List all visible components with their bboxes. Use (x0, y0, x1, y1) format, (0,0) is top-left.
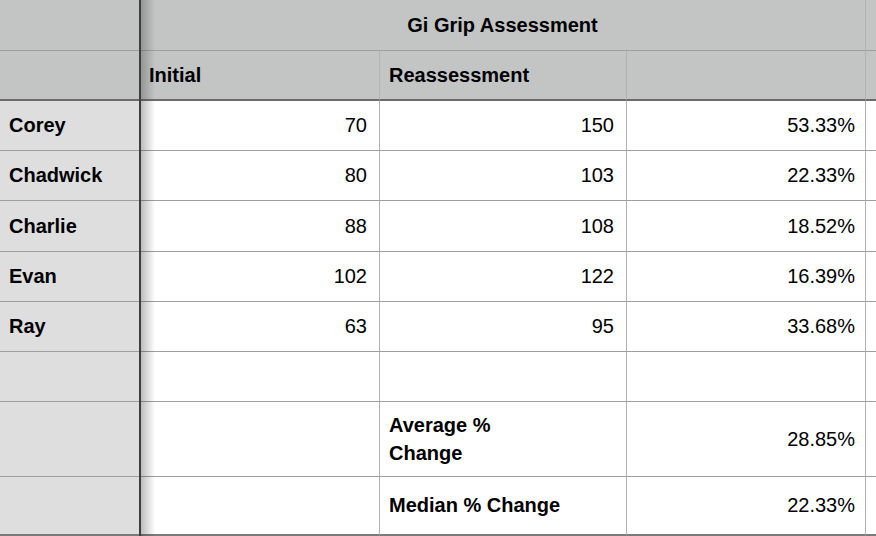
header-initial-cell[interactable]: Initial (140, 51, 380, 101)
initial-cell[interactable]: 63 (140, 302, 380, 352)
median-change-value-cell[interactable]: 22.33% (627, 477, 866, 536)
empty-cell[interactable] (140, 477, 380, 536)
name-cell-empty[interactable] (0, 352, 140, 402)
name-cell[interactable]: Evan (0, 252, 140, 302)
spacer-cell[interactable] (866, 352, 876, 402)
corner-cell[interactable] (0, 0, 140, 51)
pct-change-cell[interactable]: 22.33% (627, 151, 866, 201)
average-change-value-cell[interactable]: 28.85% (627, 402, 866, 477)
spacer-cell[interactable] (866, 201, 876, 252)
header-name-cell[interactable] (0, 51, 140, 101)
reassessment-cell[interactable]: 122 (380, 252, 627, 302)
empty-cell[interactable] (140, 352, 380, 402)
spacer-cell[interactable] (866, 151, 876, 201)
average-change-label-cell[interactable]: Average % Change (380, 402, 627, 477)
header-change-cell[interactable] (627, 51, 866, 101)
reassessment-cell[interactable]: 108 (380, 201, 627, 252)
header-reassessment-cell[interactable]: Reassessment (380, 51, 627, 101)
header-spacer-cell[interactable] (866, 51, 876, 101)
median-change-label-cell[interactable]: Median % Change (380, 477, 627, 536)
name-cell-empty[interactable] (0, 402, 140, 477)
title-spacer-cell[interactable] (866, 0, 876, 51)
frozen-pane-divider (139, 0, 141, 536)
name-cell[interactable]: Ray (0, 302, 140, 352)
pct-change-cell[interactable]: 33.68% (627, 302, 866, 352)
initial-cell[interactable]: 102 (140, 252, 380, 302)
spacer-cell[interactable] (866, 252, 876, 302)
pct-change-cell[interactable]: 16.39% (627, 252, 866, 302)
spacer-cell[interactable] (866, 477, 876, 536)
name-cell[interactable]: Chadwick (0, 151, 140, 201)
spacer-cell[interactable] (866, 402, 876, 477)
pct-change-cell[interactable]: 53.33% (627, 101, 866, 151)
name-cell[interactable]: Charlie (0, 201, 140, 252)
pct-change-cell[interactable]: 18.52% (627, 201, 866, 252)
empty-cell[interactable] (140, 402, 380, 477)
reassessment-cell[interactable]: 103 (380, 151, 627, 201)
initial-cell[interactable]: 80 (140, 151, 380, 201)
initial-cell[interactable]: 70 (140, 101, 380, 151)
name-cell[interactable]: Corey (0, 101, 140, 151)
spacer-cell[interactable] (866, 101, 876, 151)
table-title-cell[interactable]: Gi Grip Assessment (140, 0, 866, 51)
empty-cell[interactable] (380, 352, 627, 402)
spacer-cell[interactable] (866, 302, 876, 352)
initial-cell[interactable]: 88 (140, 201, 380, 252)
reassessment-cell[interactable]: 95 (380, 302, 627, 352)
reassessment-cell[interactable]: 150 (380, 101, 627, 151)
name-cell-empty[interactable] (0, 477, 140, 536)
spreadsheet-table: Gi Grip Assessment Initial Reassessment … (0, 0, 876, 536)
empty-cell[interactable] (627, 352, 866, 402)
